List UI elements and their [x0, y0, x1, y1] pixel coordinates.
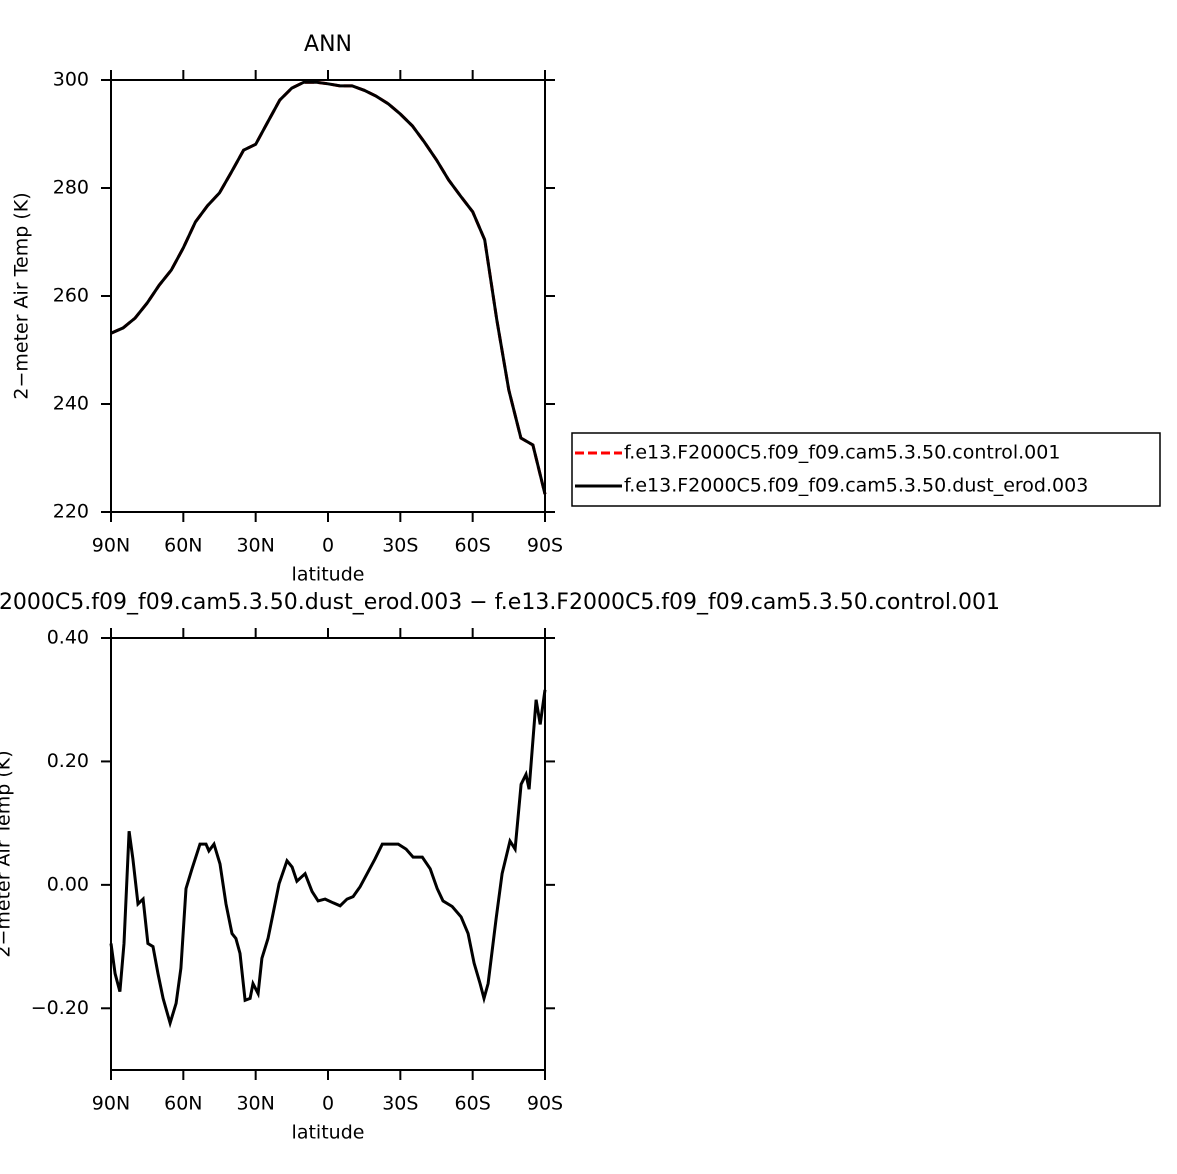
y-tick-label: 0.20 — [47, 750, 89, 772]
x-tick-label: 60N — [164, 535, 202, 557]
data-line — [109, 689, 547, 1029]
x-tick-label: 60S — [455, 535, 491, 557]
y-tick-label: 280 — [53, 177, 89, 199]
x-axis-label: latitude — [292, 1122, 365, 1144]
x-tick-label: 30N — [236, 535, 274, 557]
x-tick-label: 60S — [455, 1093, 491, 1115]
y-tick-label: 0.00 — [47, 873, 89, 895]
plot-frame — [110, 79, 546, 513]
x-tick-label: 30S — [382, 535, 418, 557]
y-tick-label: −0.20 — [31, 997, 89, 1019]
data-line — [110, 80, 547, 495]
y-tick-label: 0.40 — [47, 627, 89, 649]
x-tick-label: 30N — [236, 1093, 274, 1115]
x-tick-label: 90N — [92, 1093, 130, 1115]
x-tick-label: 90S — [527, 1093, 563, 1115]
x-tick-label: 90N — [92, 535, 130, 557]
y-tick-label: 260 — [53, 285, 89, 307]
legend-box — [571, 432, 1161, 507]
x-axis-label: latitude — [292, 564, 365, 586]
y-tick-label: 240 — [53, 393, 89, 415]
x-tick-label: 0 — [322, 1093, 334, 1115]
x-tick-label: 30S — [382, 1093, 418, 1115]
y-tick-label: 220 — [53, 501, 89, 523]
legend-label: f.e13.F2000C5.f09_f09.cam5.3.50.dust_ero… — [624, 475, 1088, 497]
x-tick-label: 0 — [322, 535, 334, 557]
y-axis-label: 2−meter Air Temp (K) — [11, 192, 33, 399]
legend-label: f.e13.F2000C5.f09_f09.cam5.3.50.control.… — [624, 442, 1060, 464]
data-line — [110, 80, 547, 495]
plot-frame — [110, 637, 546, 1071]
x-tick-label: 90S — [527, 535, 563, 557]
y-tick-label: 300 — [53, 69, 89, 91]
chart-title: ANN — [304, 32, 352, 57]
chart-title: f.e13.F2000C5.f09_f09.cam5.3.50.dust_ero… — [0, 590, 1000, 615]
x-tick-label: 60N — [164, 1093, 202, 1115]
y-axis-label: 2−meter Air Temp (K) — [0, 750, 15, 957]
